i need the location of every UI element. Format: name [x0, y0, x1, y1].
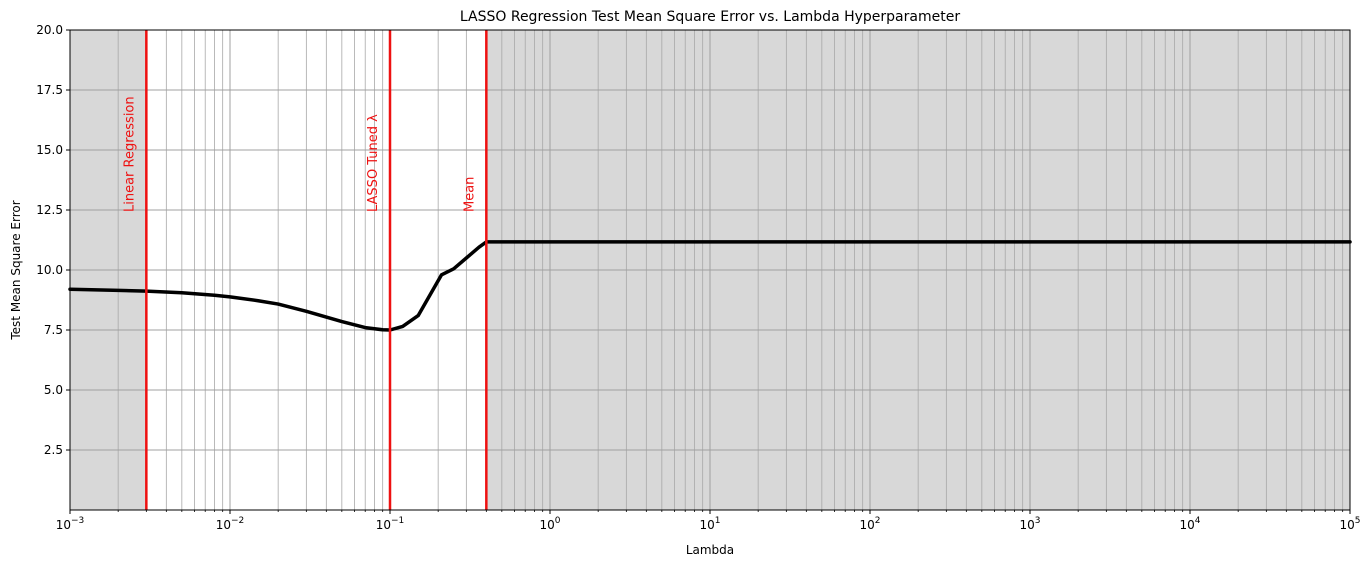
vline-label-0: Linear Regression — [122, 96, 137, 212]
x-tick-label: 104 — [1179, 516, 1200, 532]
data-point — [1029, 241, 1031, 243]
data-point — [229, 296, 231, 298]
data-point — [364, 327, 366, 329]
x-tick-label: 10−3 — [56, 516, 85, 532]
data-point — [465, 257, 467, 259]
series-line-0 — [68, 240, 1352, 332]
data-point — [402, 325, 404, 327]
chart-title: LASSO Regression Test Mean Square Error … — [460, 9, 960, 25]
x-axis-title: Lambda — [686, 543, 734, 557]
vlines-layer: Linear Regression LASSO Tuned λ Mean — [122, 30, 488, 510]
data-point — [277, 303, 279, 305]
data-point — [478, 246, 480, 248]
y-tick-label: 15.0 — [36, 143, 63, 157]
vline-label-1: LASSO Tuned λ — [366, 114, 381, 212]
y-axis: 2.5 5.0 7.5 10.0 12.5 15.0 17.5 20.0 — [36, 23, 70, 457]
x-tick-label: 101 — [699, 516, 720, 532]
y-tick-label: 7.5 — [44, 323, 63, 337]
x-tick-label: 103 — [1019, 516, 1040, 532]
data-point — [441, 274, 443, 276]
x-tick-label: 10−2 — [216, 516, 245, 532]
y-tick-label: 10.0 — [36, 263, 63, 277]
y-tick-label: 20.0 — [36, 23, 63, 37]
data-point — [709, 241, 711, 243]
data-point — [257, 300, 259, 302]
data-point — [453, 268, 455, 270]
data-point — [117, 289, 119, 291]
data-point — [1189, 241, 1191, 243]
data-point — [181, 292, 183, 294]
x-tick-label: 105 — [1339, 516, 1360, 532]
data-point — [213, 294, 215, 296]
data-point — [549, 241, 551, 243]
data-point — [305, 310, 307, 312]
grid — [69, 29, 1351, 510]
x-tick-label: 100 — [539, 516, 560, 532]
y-tick-label: 5.0 — [44, 383, 63, 397]
data-point — [341, 321, 343, 323]
vline-label-2: Mean — [462, 177, 477, 212]
y-axis-title: Test Mean Square Error — [9, 200, 23, 340]
data-point — [382, 329, 384, 331]
x-tick-label: 102 — [859, 516, 880, 532]
data-point — [869, 241, 871, 243]
x-axis: 10−3 10−2 10−1 100 101 102 103 104 105 — [56, 510, 1361, 532]
x-tick-label: 10−1 — [376, 516, 405, 532]
y-tick-label: 2.5 — [44, 443, 63, 457]
y-tick-label: 17.5 — [36, 83, 63, 97]
y-tick-label: 12.5 — [36, 203, 63, 217]
data-point — [417, 315, 419, 317]
